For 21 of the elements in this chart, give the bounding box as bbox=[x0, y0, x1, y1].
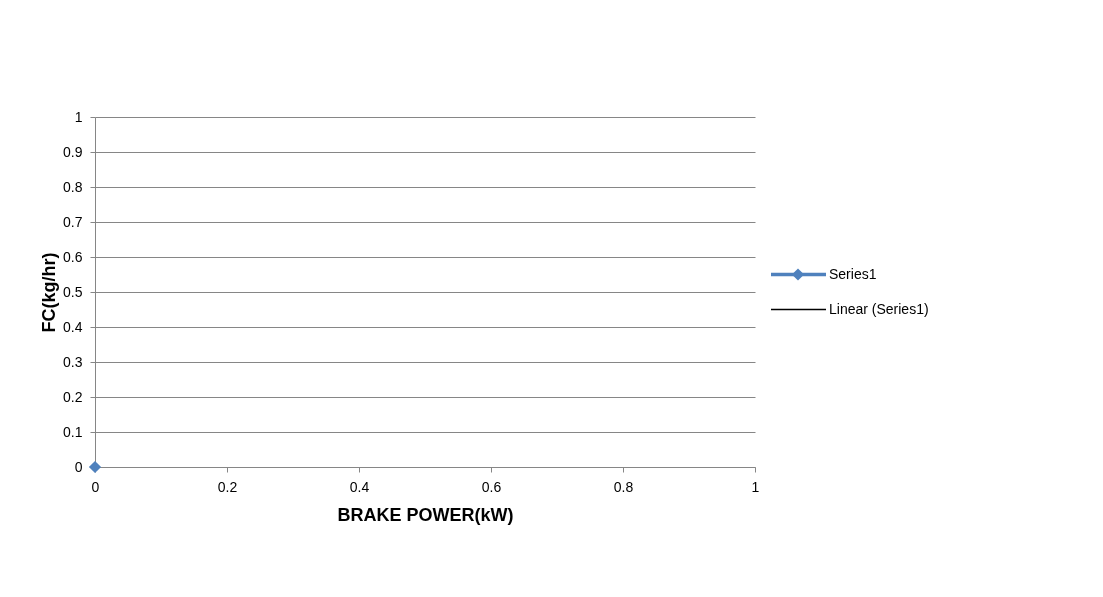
y-tick-label: 0.7 bbox=[63, 213, 83, 230]
y-tick-label: 0.5 bbox=[63, 283, 83, 300]
x-tick-label: 0.8 bbox=[613, 478, 634, 495]
y-axis-title: FC(kg/hr) bbox=[39, 252, 60, 333]
y-tick-label: 0.8 bbox=[63, 178, 83, 195]
y-tick-label: 0.2 bbox=[63, 388, 83, 405]
legend-label: Series1 bbox=[829, 265, 877, 282]
y-tick-label: 1 bbox=[74, 108, 83, 125]
x-tick-label: 0 bbox=[91, 478, 100, 495]
y-tick-label: 0.6 bbox=[63, 248, 83, 265]
x-tick-label: 0.4 bbox=[349, 478, 370, 495]
y-tick-label: 0.9 bbox=[63, 143, 83, 160]
x-tick-label: 1 bbox=[751, 478, 760, 495]
y-tick-label: 0.4 bbox=[63, 318, 83, 335]
x-tick-label: 0.2 bbox=[217, 478, 238, 495]
y-tick-label: 0.1 bbox=[63, 423, 83, 440]
x-tick-label: 0.6 bbox=[481, 478, 502, 495]
y-tick-label: 0.3 bbox=[63, 353, 83, 370]
x-axis-title: BRAKE POWER(kW) bbox=[337, 504, 514, 525]
y-tick-label: 0 bbox=[74, 458, 83, 475]
legend-label: Linear (Series1) bbox=[829, 300, 929, 317]
